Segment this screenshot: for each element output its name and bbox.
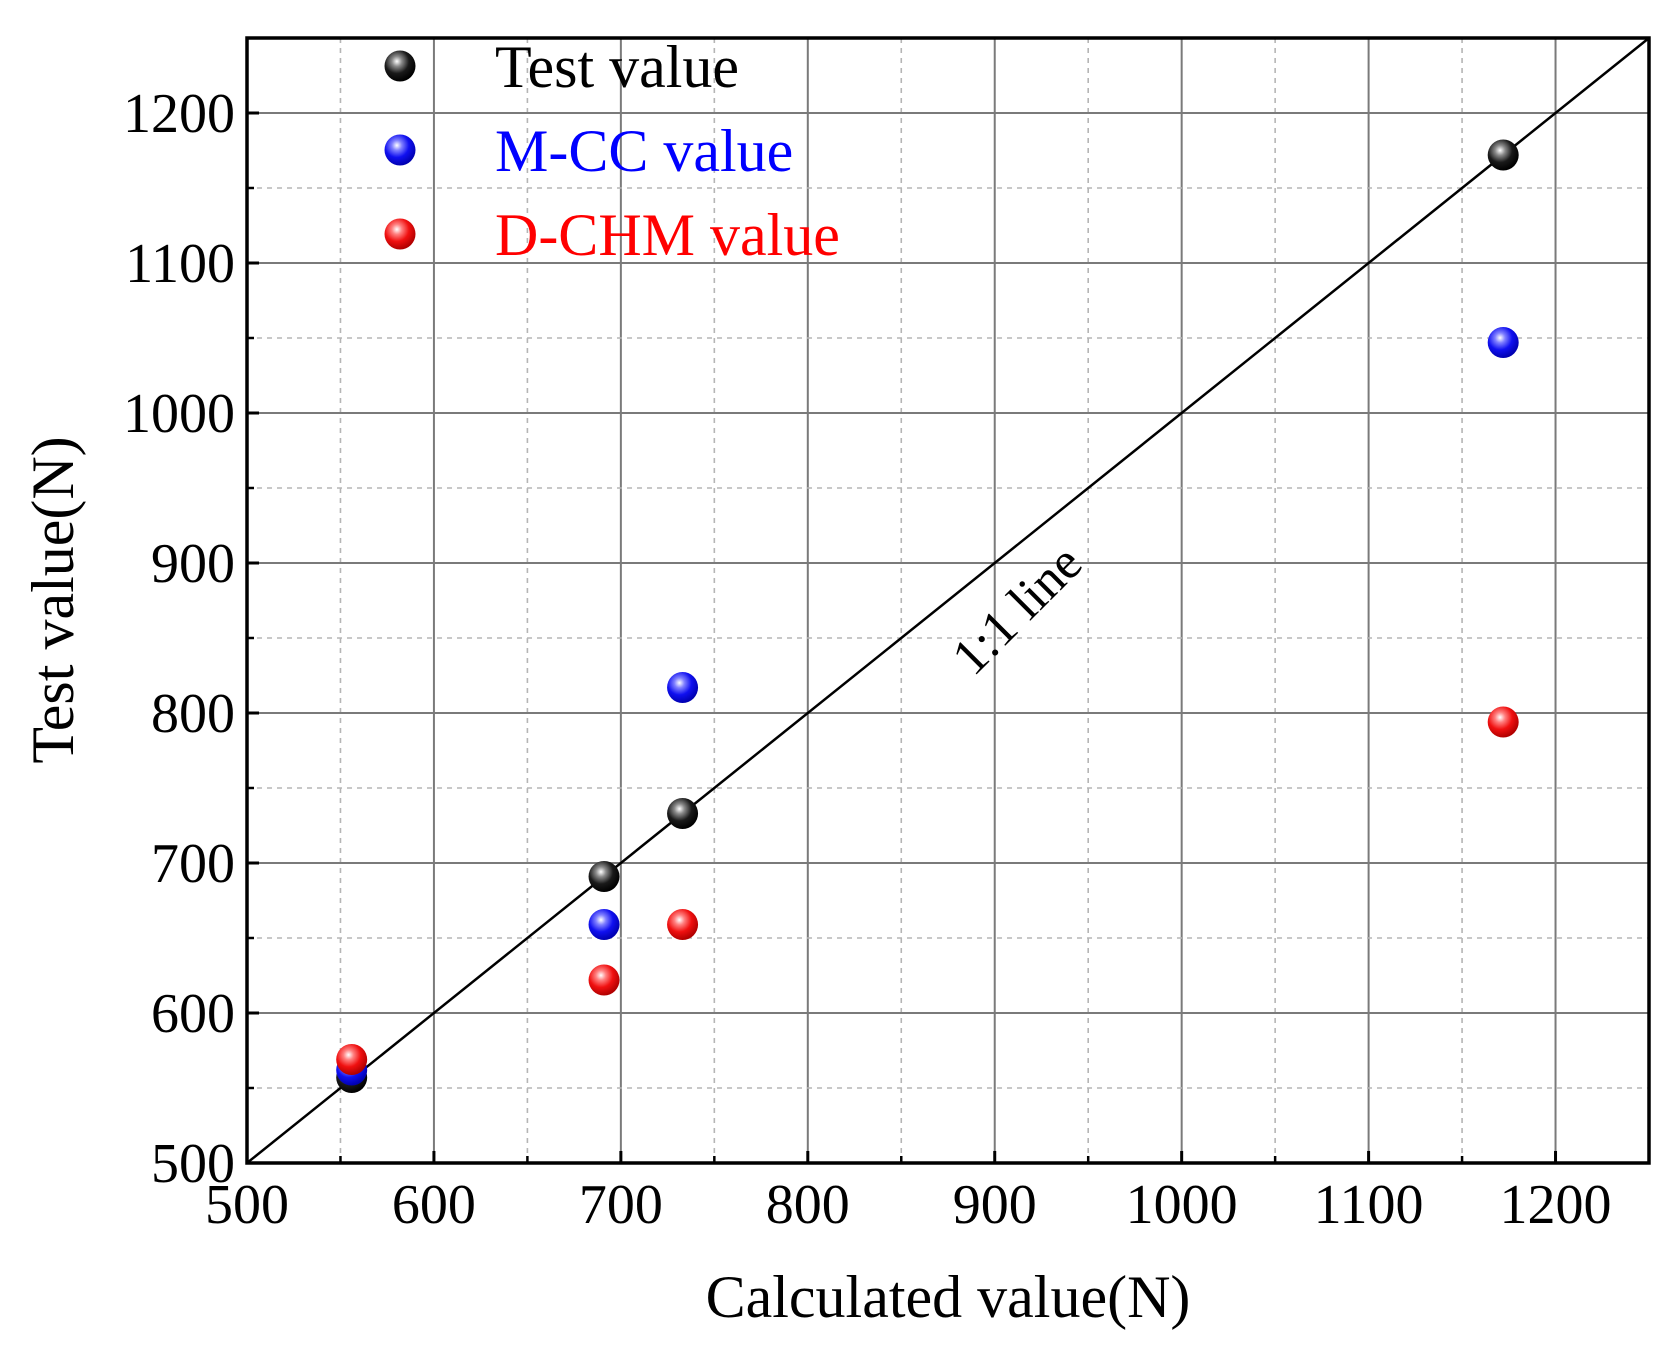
data-point-d-chm-value xyxy=(1487,706,1519,738)
x-tick-label: 1000 xyxy=(1126,1174,1238,1236)
y-tick-label: 600 xyxy=(151,983,235,1045)
data-point-test-value xyxy=(1487,139,1519,171)
y-axis-label: Test value(N) xyxy=(20,436,86,763)
data-point-m-cc-value xyxy=(667,672,699,703)
legend: Test value M-CC value D-CHM value xyxy=(384,34,840,268)
x-tick-label: 1200 xyxy=(1500,1174,1612,1236)
x-tick-label: 600 xyxy=(392,1174,476,1236)
x-tick-label: 900 xyxy=(953,1174,1037,1236)
x-axis-label: Calculated value(N) xyxy=(706,1264,1191,1330)
y-tick-label: 800 xyxy=(151,683,235,745)
data-point-m-cc-value xyxy=(1487,327,1519,358)
y-tick-label: 900 xyxy=(151,533,235,595)
axis-ticks: 500 600 700 800 900 1000 1100 1200 500 600 700 800 9… xyxy=(123,83,1612,1236)
x-tick-label: 700 xyxy=(579,1174,663,1236)
y-tick-label: 1000 xyxy=(123,383,235,445)
reference-line-layer xyxy=(247,38,1649,1163)
y-tick-label: 700 xyxy=(151,833,235,895)
legend-label: M-CC value xyxy=(495,118,793,184)
y-tick-label: 1200 xyxy=(123,83,235,145)
x-tick-label: 800 xyxy=(766,1174,850,1236)
x-tick-label: 1100 xyxy=(1314,1174,1424,1236)
data-point-d-chm-value xyxy=(588,964,620,996)
data-point-test-value xyxy=(667,798,699,829)
legend-marker xyxy=(384,218,416,250)
legend-marker xyxy=(384,134,416,166)
data-point-d-chm-value xyxy=(667,909,699,940)
y-tick-label: 500 xyxy=(151,1133,235,1195)
data-points xyxy=(336,139,1519,1093)
data-point-test-value xyxy=(588,861,620,892)
x-tick-label: 500 xyxy=(205,1174,289,1236)
reference-line-label: 1:1 line xyxy=(942,535,1094,687)
legend-label: Test value xyxy=(495,34,739,100)
reference-line-1-1 xyxy=(247,38,1649,1163)
y-tick-label: 1100 xyxy=(125,233,235,295)
legend-label: D-CHM value xyxy=(495,202,840,268)
data-point-m-cc-value xyxy=(588,909,620,940)
legend-marker xyxy=(384,50,416,82)
plot-frame xyxy=(245,36,1651,1165)
data-point-d-chm-value xyxy=(336,1044,368,1075)
